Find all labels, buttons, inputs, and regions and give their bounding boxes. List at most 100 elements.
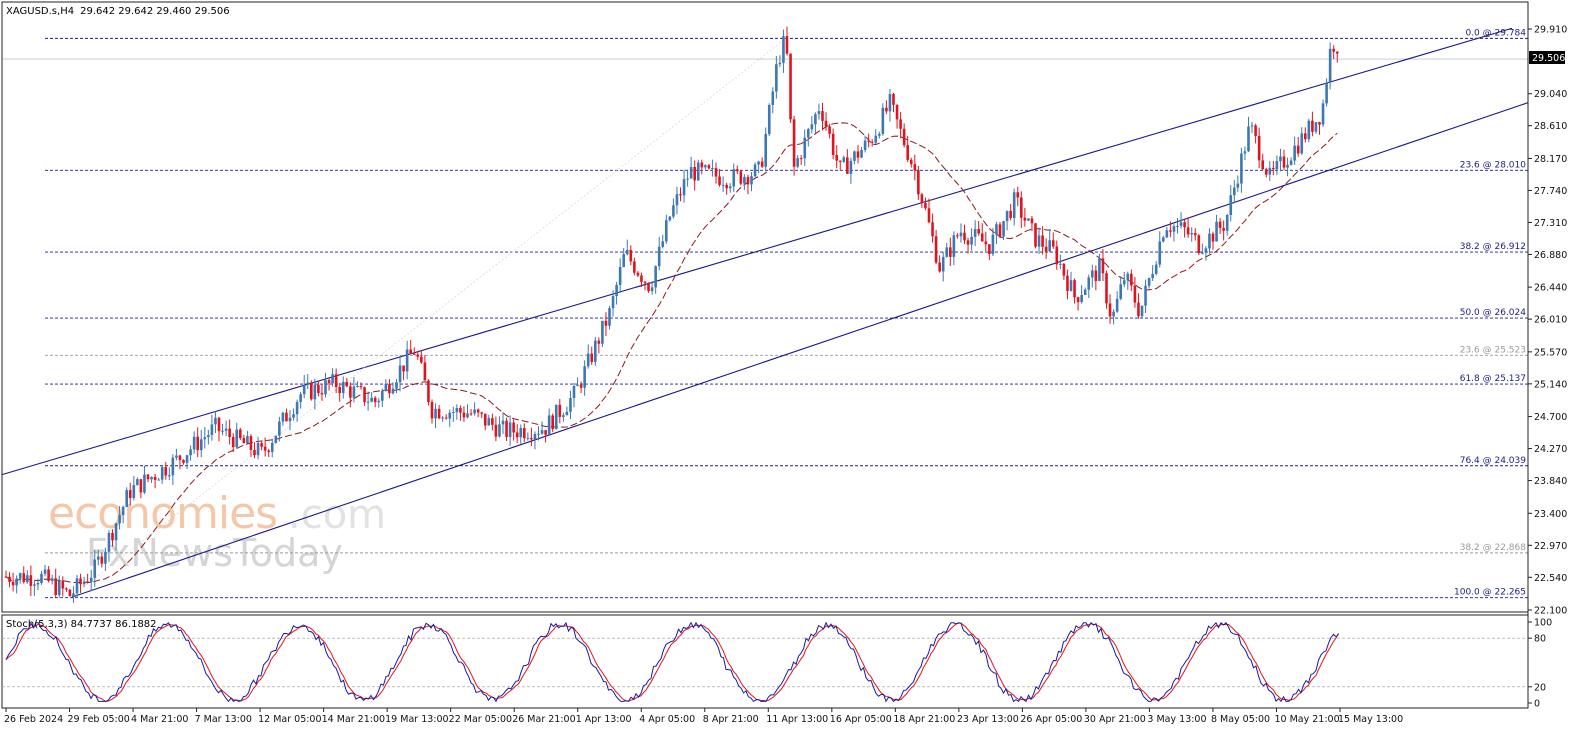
fib-level-label: 100.0 @ 22.265 bbox=[1454, 588, 1526, 598]
candle bbox=[551, 413, 554, 433]
fib-level-label: 23.6 @ 25.523 bbox=[1460, 345, 1526, 355]
candle bbox=[349, 382, 352, 408]
candle bbox=[554, 404, 558, 430]
candle bbox=[995, 221, 998, 245]
candle bbox=[444, 414, 448, 420]
candle bbox=[1101, 249, 1105, 282]
candle bbox=[1005, 210, 1009, 231]
candle bbox=[1027, 218, 1030, 221]
candle bbox=[728, 183, 732, 193]
price-tick-label: 25.570 bbox=[1534, 347, 1567, 358]
candle bbox=[1208, 228, 1211, 254]
time-tick-label: 12 Mar 05:00 bbox=[258, 714, 321, 725]
time-tick-label: 7 Mar 13:00 bbox=[195, 714, 252, 725]
candle bbox=[310, 380, 313, 401]
current-price-marker: 29.506 bbox=[1529, 51, 1565, 64]
candle bbox=[228, 419, 231, 445]
candle bbox=[1048, 230, 1051, 253]
candle bbox=[338, 382, 341, 402]
candle bbox=[317, 381, 320, 397]
candle bbox=[1094, 265, 1098, 291]
stoch-axis: 100 80 20 0 bbox=[1528, 618, 1552, 710]
candle bbox=[949, 237, 952, 267]
candle bbox=[775, 55, 778, 99]
fib-level-label: 76.4 @ 24.039 bbox=[1460, 456, 1527, 466]
candle bbox=[931, 213, 934, 243]
price-tick-label: 26.010 bbox=[1534, 315, 1567, 326]
candle bbox=[771, 87, 775, 114]
candle bbox=[523, 423, 526, 443]
candle bbox=[622, 247, 625, 268]
candle bbox=[1321, 99, 1325, 127]
candle bbox=[988, 244, 991, 261]
candle bbox=[249, 434, 253, 457]
candle bbox=[1066, 269, 1069, 300]
candle bbox=[991, 228, 995, 256]
candle bbox=[391, 382, 395, 395]
candle bbox=[629, 245, 633, 266]
candle bbox=[1044, 238, 1048, 260]
candle bbox=[82, 576, 86, 587]
candle bbox=[1034, 223, 1037, 249]
candle bbox=[1080, 285, 1083, 304]
time-tick-label: 11 Apr 13:00 bbox=[766, 714, 828, 725]
candle bbox=[36, 578, 40, 591]
candle bbox=[47, 566, 50, 583]
candle bbox=[75, 574, 79, 598]
candle bbox=[1087, 274, 1091, 299]
candle bbox=[370, 392, 373, 403]
candle bbox=[1215, 214, 1218, 242]
candle bbox=[1197, 234, 1201, 256]
candle bbox=[565, 406, 569, 416]
time-tick-label: 3 May 13:00 bbox=[1147, 714, 1206, 725]
candle bbox=[892, 92, 895, 113]
candle bbox=[1133, 276, 1137, 308]
time-tick-label: 22 Mar 05:00 bbox=[449, 714, 512, 725]
candle bbox=[686, 169, 689, 187]
candle bbox=[604, 312, 608, 337]
candle bbox=[1240, 147, 1243, 193]
candle bbox=[491, 413, 494, 431]
fib-level-label: 23.6 @ 28.010 bbox=[1460, 160, 1527, 170]
candle bbox=[625, 239, 629, 256]
candle bbox=[157, 477, 160, 481]
candle bbox=[1293, 136, 1296, 165]
candle bbox=[590, 346, 594, 365]
candle bbox=[1147, 277, 1151, 289]
candle bbox=[1304, 127, 1307, 143]
time-tick-label: 19 Mar 13:00 bbox=[385, 714, 448, 725]
candle bbox=[778, 55, 782, 68]
candle bbox=[689, 156, 693, 179]
candle bbox=[189, 445, 192, 461]
candle bbox=[104, 547, 107, 571]
candle bbox=[909, 157, 913, 168]
candle bbox=[480, 411, 483, 418]
candle bbox=[746, 174, 750, 195]
candle bbox=[1062, 262, 1066, 280]
fib-trend-line bbox=[69, 38, 787, 599]
candle bbox=[356, 381, 359, 388]
candle bbox=[878, 131, 881, 139]
candle bbox=[1076, 296, 1080, 311]
chart-header: XAGUSD.s,H4 29.642 29.642 29.460 29.506 bbox=[6, 6, 230, 17]
candle bbox=[178, 454, 182, 470]
candle bbox=[302, 374, 306, 399]
price-tick-label: 26.440 bbox=[1534, 283, 1567, 294]
time-tick-label: 15 May 13:00 bbox=[1338, 714, 1403, 725]
candle bbox=[853, 150, 856, 165]
candle bbox=[395, 379, 398, 394]
candle bbox=[515, 424, 519, 444]
candle bbox=[721, 176, 725, 192]
candle bbox=[501, 412, 505, 435]
channel-upper-line bbox=[1, 27, 1513, 476]
candle bbox=[1020, 191, 1023, 229]
candle bbox=[270, 438, 274, 458]
candle bbox=[750, 171, 753, 192]
candle bbox=[89, 569, 93, 592]
candlesticks bbox=[4, 26, 1339, 603]
candle bbox=[136, 477, 139, 486]
candle bbox=[743, 174, 746, 190]
candle bbox=[4, 570, 8, 578]
candle bbox=[1030, 215, 1034, 232]
